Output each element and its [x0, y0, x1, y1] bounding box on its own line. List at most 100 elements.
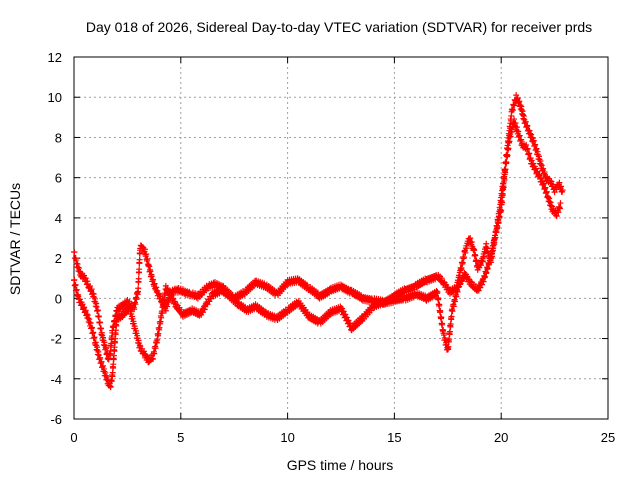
- data-point: [261, 308, 268, 315]
- data-point: [542, 184, 549, 191]
- data-point: [559, 187, 566, 194]
- data-point: [452, 298, 459, 305]
- data-point: [81, 304, 88, 311]
- y-tick-label: 12: [48, 50, 62, 65]
- y-tick-label: -2: [50, 332, 62, 347]
- data-points: [71, 92, 566, 391]
- data-point: [540, 180, 547, 187]
- data-point: [136, 256, 143, 263]
- data-point: [91, 334, 98, 341]
- y-tick-label: -6: [50, 412, 62, 427]
- data-point: [133, 296, 140, 303]
- data-point: [147, 268, 154, 275]
- data-point: [95, 313, 102, 320]
- data-point: [556, 179, 563, 186]
- data-point: [532, 165, 539, 172]
- data-point: [558, 183, 565, 190]
- data-point: [71, 249, 78, 256]
- x-tick-label: 10: [280, 430, 294, 445]
- y-tick-label: -4: [50, 372, 62, 387]
- series-track-b: [71, 116, 564, 391]
- x-tick-label: 5: [177, 430, 184, 445]
- data-point: [73, 286, 80, 293]
- data-point: [71, 276, 78, 283]
- data-point: [534, 168, 541, 175]
- data-point: [155, 330, 162, 337]
- data-point: [141, 246, 148, 253]
- data-point: [453, 293, 460, 300]
- data-point: [450, 303, 457, 310]
- data-point: [483, 269, 490, 276]
- data-point: [434, 289, 441, 296]
- data-point: [97, 354, 104, 361]
- data-point: [439, 320, 446, 327]
- data-point: [538, 162, 545, 169]
- y-tick-label: 4: [55, 211, 62, 226]
- data-point: [151, 350, 158, 357]
- data-point: [79, 301, 86, 308]
- data-point: [99, 362, 106, 369]
- x-tick-label: 20: [494, 430, 508, 445]
- data-point: [103, 345, 110, 352]
- y-axis-label: SDTVAR / TECUs: [7, 183, 23, 295]
- x-tick-label: 0: [70, 430, 77, 445]
- data-point: [480, 278, 487, 285]
- data-point: [88, 286, 95, 293]
- data-point: [524, 122, 531, 129]
- data-point: [553, 212, 560, 219]
- data-point: [148, 273, 155, 280]
- data-point: [511, 102, 518, 109]
- data-point: [557, 200, 564, 207]
- data-point: [96, 319, 103, 326]
- data-point: [135, 275, 142, 282]
- data-point: [523, 141, 530, 148]
- data-point: [400, 289, 407, 296]
- data-point: [522, 118, 529, 125]
- data-point: [482, 273, 489, 280]
- data-point: [98, 358, 105, 365]
- data-point: [154, 336, 161, 343]
- y-tick-label: 0: [55, 291, 62, 306]
- data-point: [135, 285, 142, 292]
- data-point: [486, 260, 493, 267]
- data-point: [136, 266, 143, 273]
- y-tick-label: 8: [55, 130, 62, 145]
- data-point: [500, 184, 507, 191]
- data-point: [458, 265, 465, 272]
- data-point: [514, 95, 521, 102]
- data-point: [541, 169, 548, 176]
- axis-ticks: 0 5 10 15 20 25 -6 -4 -2 0 2 4 6 8 10 12: [48, 50, 616, 445]
- data-point: [152, 345, 159, 352]
- data-point: [533, 145, 540, 152]
- data-point: [156, 324, 163, 331]
- data-point: [556, 205, 563, 212]
- data-point: [90, 329, 97, 336]
- data-point: [543, 188, 550, 195]
- x-tick-label: 25: [601, 430, 615, 445]
- data-point: [498, 207, 505, 214]
- data-point: [502, 166, 509, 173]
- data-point: [504, 152, 511, 159]
- data-point: [107, 384, 114, 391]
- data-point: [515, 128, 522, 135]
- data-point: [88, 324, 95, 331]
- data-point: [87, 320, 94, 327]
- y-tick-label: 6: [55, 171, 62, 186]
- data-point: [442, 336, 449, 343]
- data-point: [94, 307, 101, 314]
- chart-title: Day 018 of 2026, Sidereal Day-to-day VTE…: [86, 19, 592, 35]
- y-tick-label: 2: [55, 251, 62, 266]
- data-point: [518, 136, 525, 143]
- data-point: [548, 178, 555, 185]
- data-point: [440, 332, 447, 339]
- data-point: [516, 98, 523, 105]
- data-point: [438, 314, 445, 321]
- data-point: [499, 199, 506, 206]
- data-point: [472, 252, 479, 259]
- data-point: [495, 219, 502, 226]
- data-point: [509, 107, 516, 114]
- data-point: [532, 141, 539, 148]
- data-point: [490, 245, 497, 252]
- data-point: [157, 318, 164, 325]
